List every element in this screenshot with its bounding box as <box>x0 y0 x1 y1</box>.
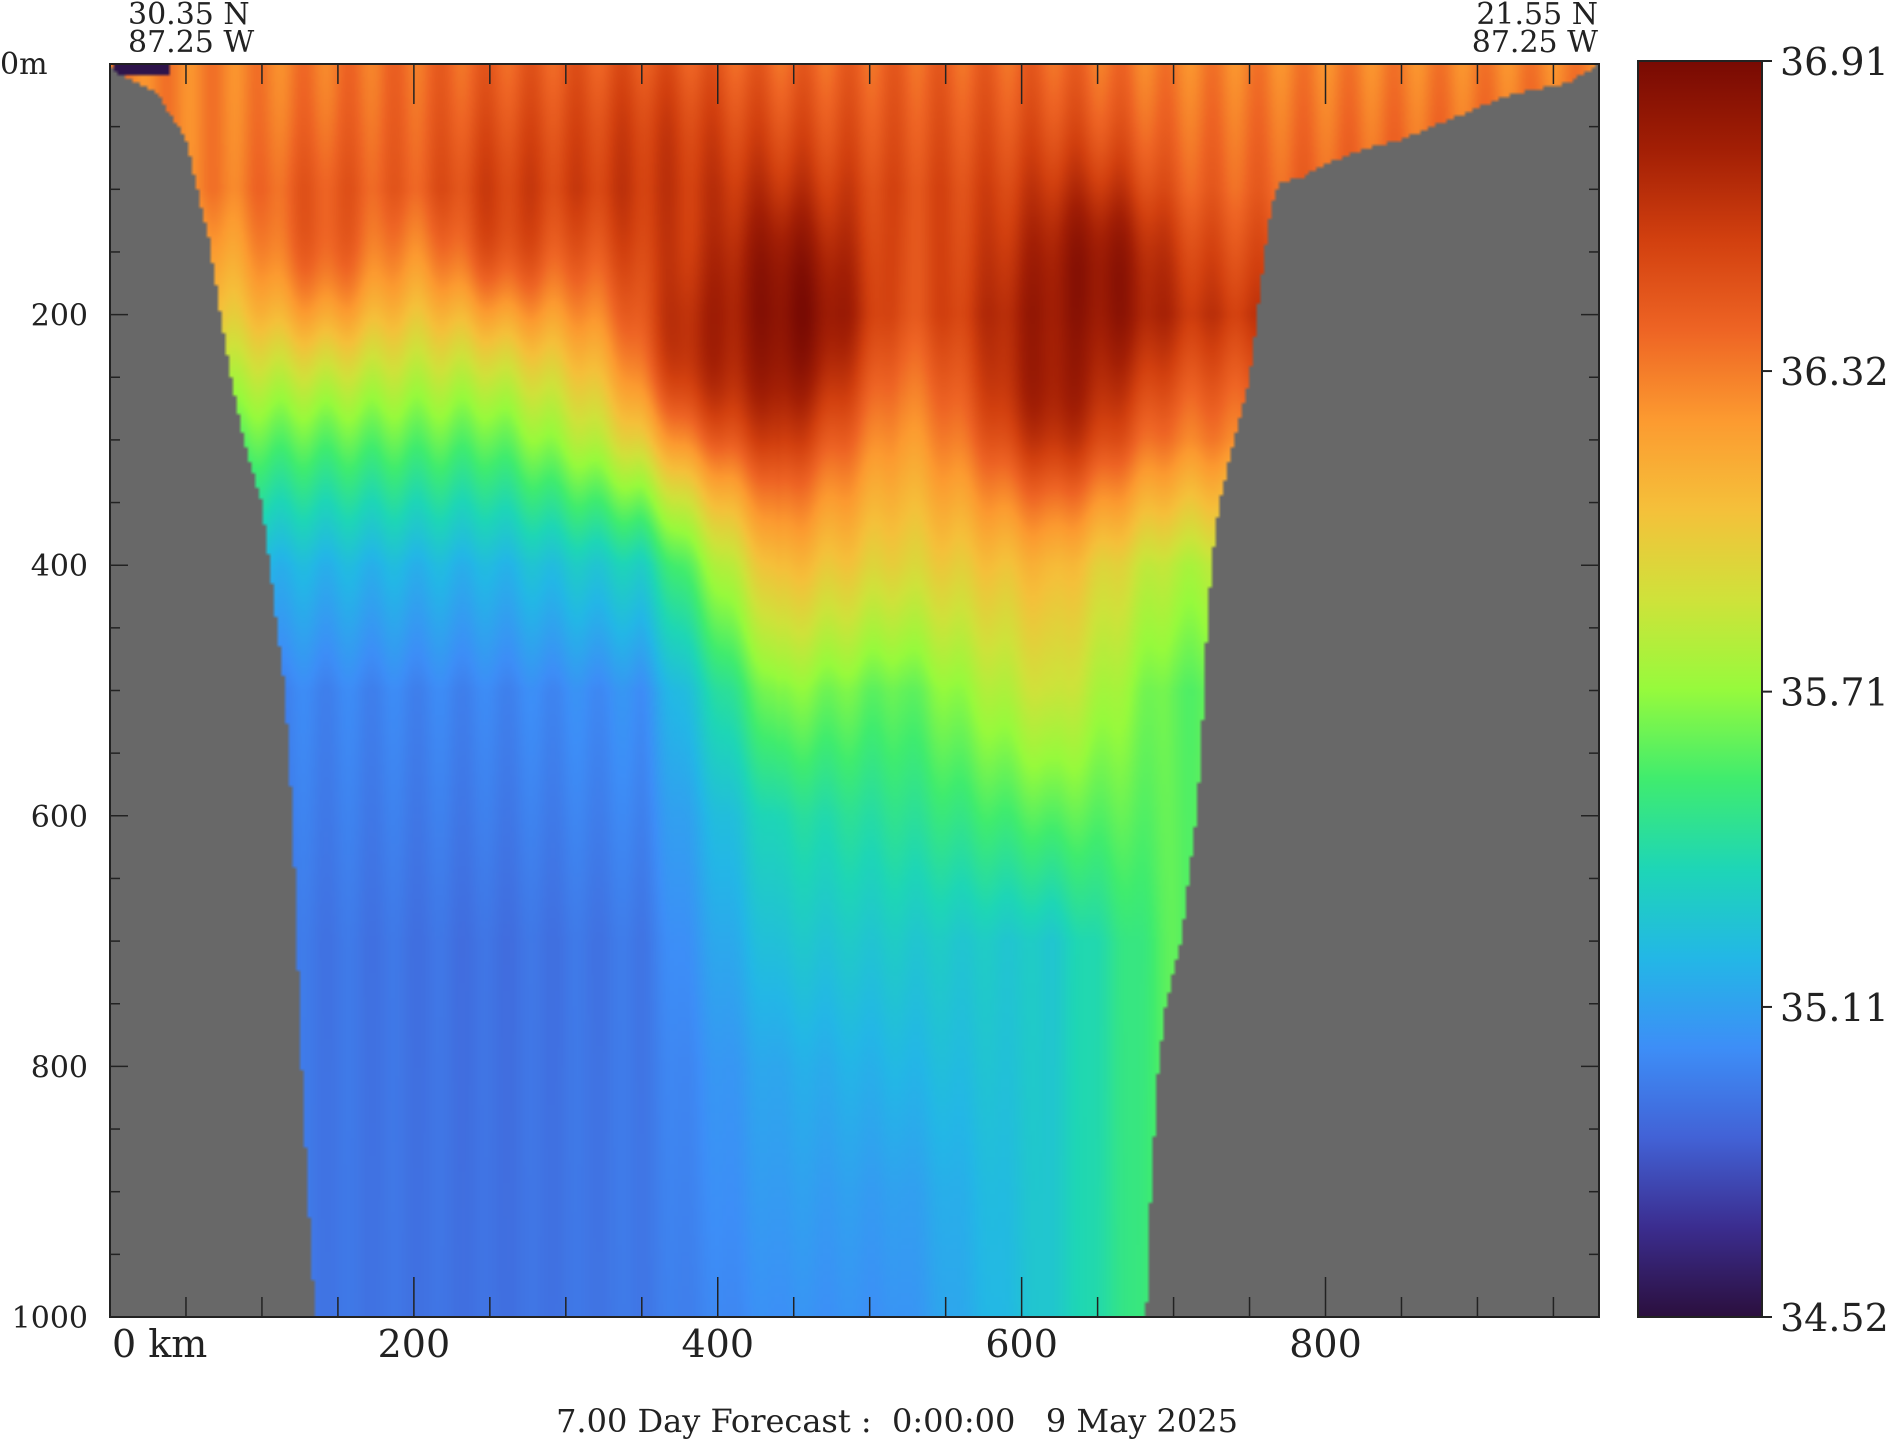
x-tick-label: 600 <box>985 1322 1058 1366</box>
y-tick-label: 400 <box>31 549 88 584</box>
forecast-caption: 7.00 Day Forecast : 0:00:00 9 May 2025 <box>556 1402 1238 1440</box>
y-tick-label: 1000 <box>12 1301 88 1336</box>
plot-area <box>110 64 1599 1317</box>
end-lat-label: 21.55 N <box>1476 0 1598 32</box>
colorbar-tick-label: 35.71 <box>1780 671 1889 715</box>
colorbar-tick-label: 35.11 <box>1780 986 1889 1030</box>
x-tick-label: 400 <box>681 1322 754 1366</box>
end-lon-label: 87.25 W <box>1472 25 1598 60</box>
colorbar-tick-label: 36.32 <box>1780 350 1889 394</box>
x-tick-label: 800 <box>1289 1322 1362 1366</box>
y-tick-label: 200 <box>31 299 88 334</box>
colorbar-ticks: 36.91 36.32 35.71 35.11 34.52 <box>1762 40 1889 1340</box>
salinity-heatmap <box>110 64 1599 1317</box>
colorbar-tick-label: 34.52 <box>1780 1296 1889 1340</box>
start-lat-label: 30.35 N <box>128 0 250 32</box>
y-axis: 200 400 600 800 1000 <box>12 125 1599 1336</box>
colorbar-tick-label: 36.91 <box>1780 40 1889 84</box>
y-tick-label: 800 <box>31 1050 88 1085</box>
y-top-label: 0m <box>0 47 48 82</box>
x-tick-label: 0 km <box>112 1322 207 1366</box>
y-tick-label: 600 <box>31 800 88 835</box>
x-tick-label: 200 <box>378 1322 451 1366</box>
start-lon-label: 87.25 W <box>128 25 254 60</box>
x-axis: 0 km 200 400 600 800 <box>112 64 1555 1366</box>
colorbar <box>1637 60 1763 1318</box>
